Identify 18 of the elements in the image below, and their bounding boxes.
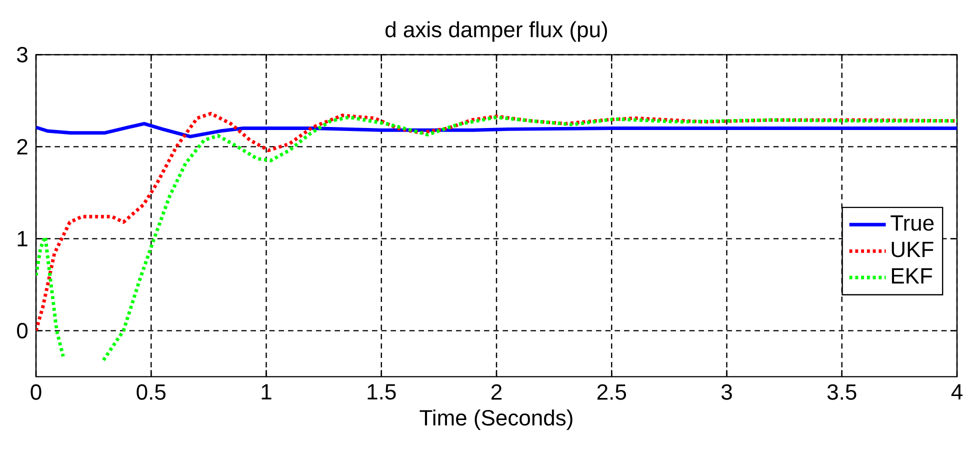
legend-label: True: [890, 215, 934, 231]
x-tick-label: 1.5: [368, 384, 396, 400]
x-tick-label: 3: [721, 384, 732, 400]
legend-label: UKF: [892, 242, 934, 258]
legend-label: EKF: [892, 268, 932, 284]
x-tick-label: 2: [491, 384, 502, 400]
x-tick-label: 2.5: [597, 384, 626, 400]
x-tick-label: 4: [951, 384, 962, 400]
x-tick-label: 0.5: [136, 384, 166, 400]
y-tick-label: 0: [17, 322, 28, 338]
y-tick-label: 2: [17, 138, 28, 154]
y-tick-label: 1: [18, 231, 28, 246]
x-tick-label: 3.5: [827, 384, 856, 400]
y-tick-label: 3: [17, 46, 28, 62]
x-tick-label: 1: [262, 384, 272, 400]
x-axis-title: Time (Seconds): [420, 409, 572, 430]
x-tick-label: 0: [30, 384, 42, 400]
chart-title: d axis damper flux (pu): [386, 21, 607, 42]
